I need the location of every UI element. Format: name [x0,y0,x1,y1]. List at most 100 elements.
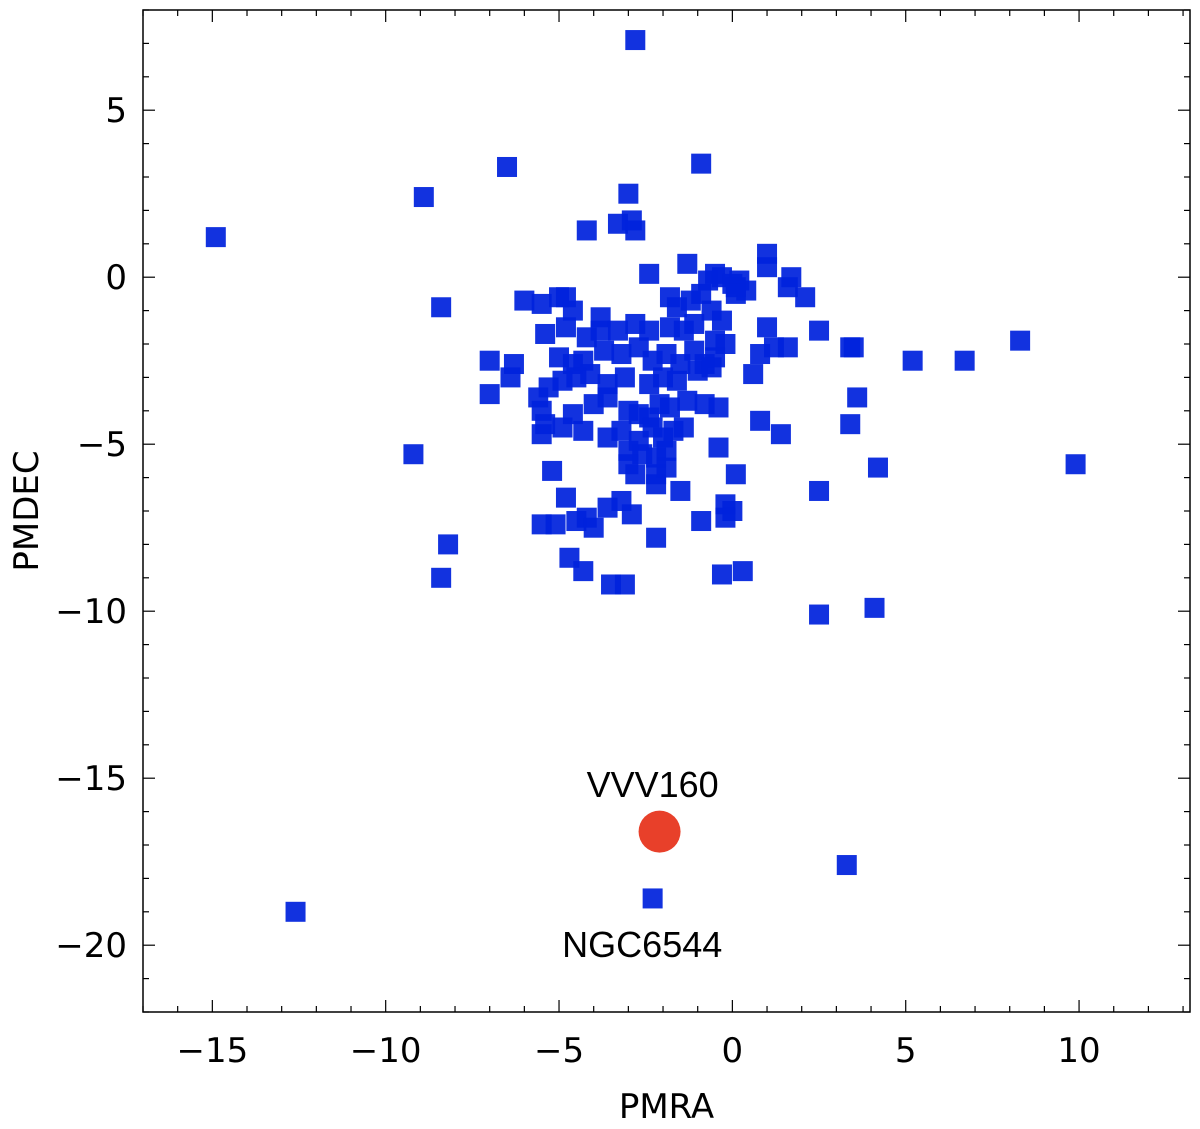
data-point [611,344,632,365]
data-point [666,370,687,391]
data-point [573,561,594,582]
data-point [479,384,500,405]
y-tick-label: −5 [77,425,127,465]
data-point [743,364,764,385]
y-tick-label: 5 [105,91,127,131]
data-point [431,567,452,588]
data-point [625,30,646,51]
data-point [639,320,660,341]
data-point [642,888,663,909]
data-point [597,387,618,408]
x-tick-label: 5 [895,1031,917,1071]
data-point [479,350,500,371]
data-point [757,257,778,278]
data-point [684,313,705,334]
data-point [795,287,816,308]
data-point [562,300,583,321]
data-point [902,350,923,371]
data-point [715,507,736,528]
data-point [725,464,746,485]
data-point [701,357,722,378]
data-point [542,460,563,481]
data-point [732,561,753,582]
data-point [625,464,646,485]
annotation-ngc6544: NGC6544 [562,924,722,965]
y-tick-label: −15 [55,759,127,799]
data-point [531,424,552,445]
data-point [621,504,642,525]
data-point [708,397,729,418]
data-point [677,253,698,274]
data-point [555,317,576,338]
annotation-vvv160: VVV160 [587,764,719,805]
y-tick-label: −10 [55,592,127,632]
data-point [677,390,698,411]
data-point [590,320,611,341]
data-point [867,457,888,478]
data-point [614,367,635,388]
data-point [770,424,791,445]
y-axis-label: PMDEC [7,450,47,571]
data-point [670,480,691,501]
data-point [1065,454,1086,475]
data-point [750,344,771,365]
plot-area-frame [142,9,1191,1013]
data-point [438,534,459,555]
data-point [691,153,712,174]
data-point [639,263,660,284]
data-point [691,511,712,532]
data-point [614,574,635,595]
data-point [413,187,434,208]
data-point [607,320,628,341]
tick-labels: −15 −10 −5 0 5 10 −20 −15 −10 −5 0 5 [55,91,1100,1071]
data-point [809,604,830,625]
data-point [656,457,677,478]
data-point [646,474,667,495]
data-point [673,417,694,438]
data-point [580,364,601,385]
data-point [403,444,424,465]
highlight-point [638,810,681,853]
data-point [552,417,573,438]
data-point [531,293,552,314]
data-point [777,277,798,298]
data-point [576,220,597,241]
data-point [836,855,857,876]
data-point [535,323,556,344]
data-point [545,514,566,535]
data-point [840,414,861,435]
data-point [566,511,587,532]
data-point [656,440,677,461]
y-tick-label: 0 [105,258,127,298]
data-point [777,337,798,358]
data-point [618,183,639,204]
data-point [954,350,975,371]
data-point [659,397,680,418]
data-point [646,527,667,548]
data-point [500,367,521,388]
x-tick-label: −10 [350,1031,422,1071]
y-tick-label: −20 [55,926,127,966]
data-point [555,487,576,508]
data-point [497,156,518,177]
data-point [711,564,732,585]
data-point [809,480,830,501]
data-point [285,901,306,922]
data-point [725,283,746,304]
data-point [597,497,618,518]
data-point [1010,330,1031,351]
data-point [711,310,732,331]
data-point [750,410,771,431]
data-point [708,437,729,458]
data-point [583,517,604,538]
data-point [594,340,615,361]
data-point [809,320,830,341]
x-axis-label: PMRA [619,1087,714,1127]
x-tick-label: −15 [176,1031,248,1071]
data-point [864,597,885,618]
data-point [843,337,864,358]
data-point [431,297,452,318]
data-point [573,420,594,441]
axis-ticks [142,9,1190,1013]
